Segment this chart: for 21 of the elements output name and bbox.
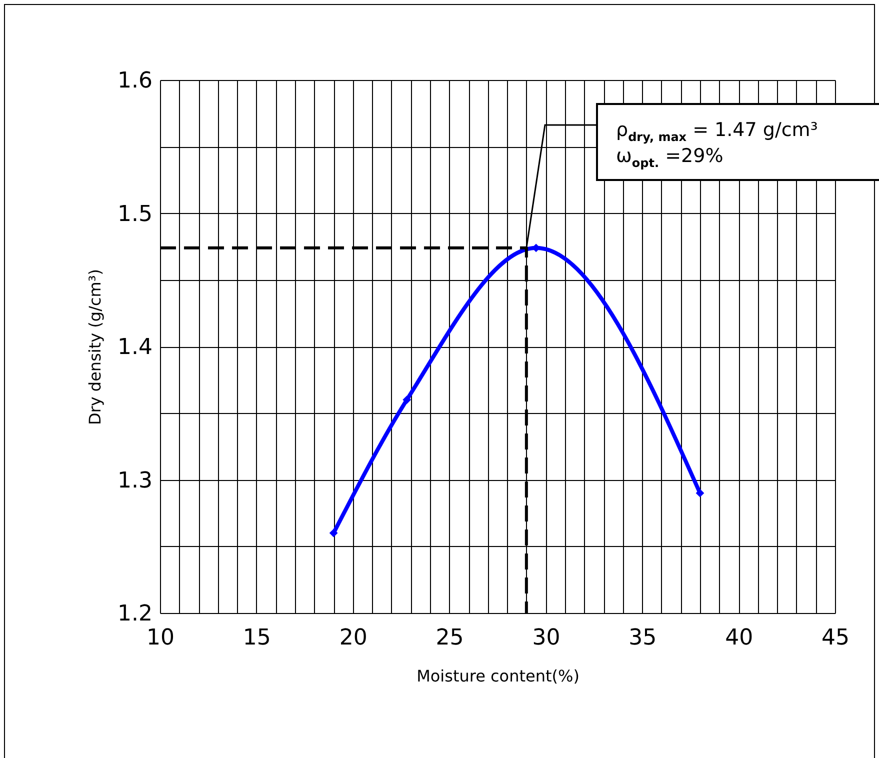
point xyxy=(402,396,412,404)
x-tick-label: 40 xyxy=(725,626,754,650)
y-axis-title: Dry density (g/cm³) xyxy=(86,268,105,426)
y-tick-label: 1.2 xyxy=(118,602,152,626)
y-tick-label: 1.3 xyxy=(118,468,152,494)
x-tick-label: 45 xyxy=(822,626,850,650)
point xyxy=(329,528,338,538)
y-tick-label: 1.6 xyxy=(118,68,152,94)
x-tick-label: 10 xyxy=(146,626,174,650)
x-tick-label: 25 xyxy=(436,626,464,650)
x-axis-title: Moisture content(%) xyxy=(416,666,580,686)
point xyxy=(696,488,704,498)
x-tick-label: 30 xyxy=(532,626,560,650)
callout-box: ρ$_{dry, max}$ = 1.47 g/cm³ ω$_{opt.}$ =29% xyxy=(596,103,879,181)
x-tick-label: 35 xyxy=(628,626,657,650)
x-tick-label: 20 xyxy=(339,626,368,650)
x-tick-label: 15 xyxy=(242,626,271,650)
annotation: ρ$_{dry, max}$ = 1.47 g/cm³ xyxy=(616,119,819,145)
y-tick-label: 1.4 xyxy=(118,335,152,360)
y-tick-label: 1.5 xyxy=(118,202,152,227)
annotation: ω$_{opt.}$ =29% xyxy=(616,144,724,171)
